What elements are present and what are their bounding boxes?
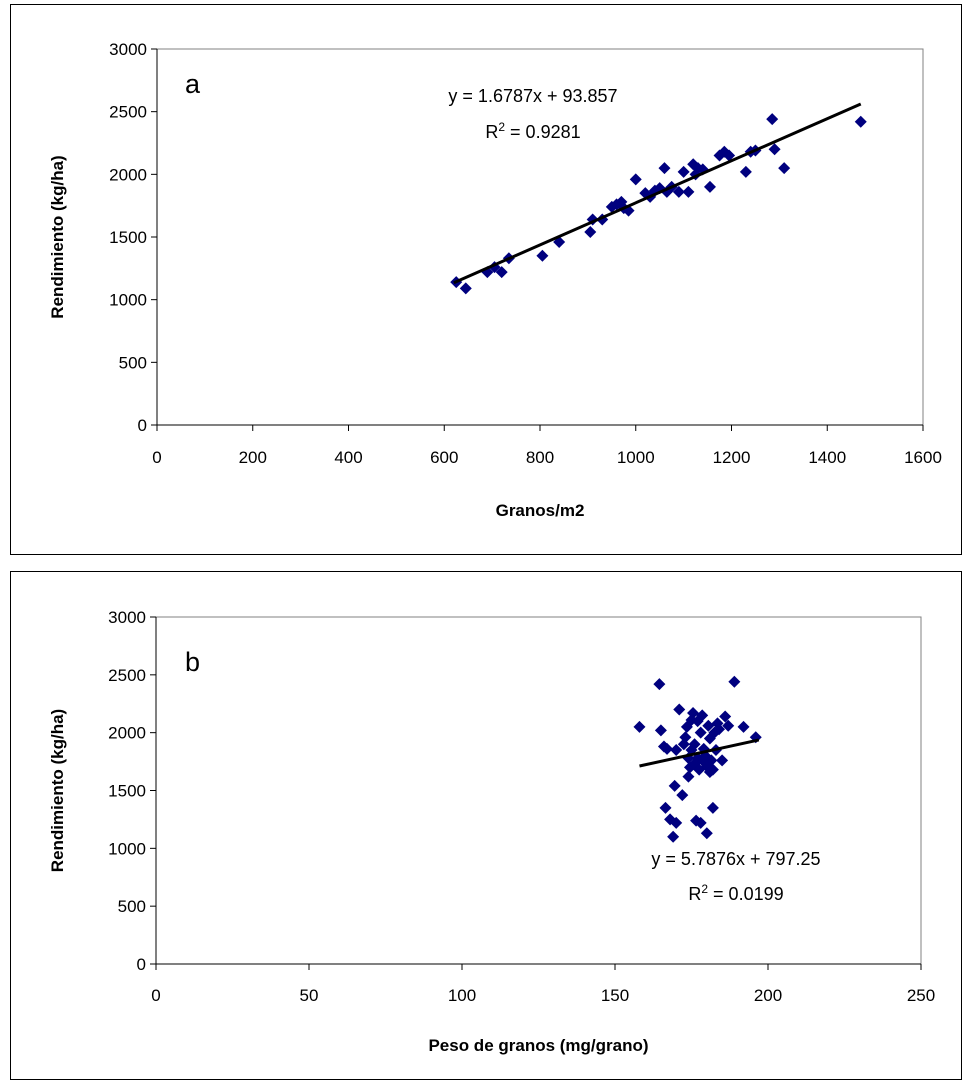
trendline-equation: y = 5.7876x + 797.25 [651, 849, 820, 869]
y-tick-label: 1500 [108, 782, 146, 801]
data-point [670, 816, 683, 829]
scatter-chart-b: 0 500 1000 1500 2000 2500 3000 0 50 100 150 200 250 P… [48, 608, 935, 1055]
y-tick-label: 3000 [109, 40, 147, 59]
data-point [658, 162, 671, 175]
x-axis-title: Peso de granos (mg/grano) [428, 1036, 648, 1055]
y-tick-label: 0 [138, 416, 147, 435]
data-point [633, 720, 646, 733]
data-point [536, 249, 549, 262]
data-point [682, 185, 695, 198]
x-tick-label: 200 [239, 448, 267, 467]
data-point [703, 180, 716, 193]
trendline-equation: y = 1.6787x + 93.857 [448, 86, 617, 106]
data-point [629, 173, 642, 186]
x-tick-label: 1000 [617, 448, 655, 467]
data-point [702, 719, 715, 732]
chart-panel-b: 0 500 1000 1500 2000 2500 3000 0 50 100 150 200 250 P… [10, 571, 962, 1080]
data-point [654, 724, 667, 737]
x-tick-label: 800 [526, 448, 554, 467]
y-tick-label: 2000 [108, 724, 146, 743]
x-tick-label: 150 [601, 986, 629, 1005]
data-point [705, 754, 718, 767]
data-point [700, 827, 713, 840]
data-point [723, 149, 736, 162]
data-point [854, 115, 867, 128]
trendline [639, 738, 760, 768]
x-axis-title: Granos/m2 [496, 501, 585, 520]
data-point [667, 830, 680, 843]
data-point [688, 738, 701, 751]
y-axis-title: Rendimiento (kg/ha) [48, 709, 67, 872]
data-point [653, 678, 666, 691]
scatter-chart-a: 0 500 1000 1500 2000 2500 3000 0 200 400 600 800 100… [48, 40, 942, 520]
x-tick-label: 50 [300, 986, 319, 1005]
data-point [706, 763, 719, 776]
x-tick-label: 0 [152, 448, 161, 467]
data-point [673, 703, 686, 716]
x-tick-label: 100 [448, 986, 476, 1005]
y-tick-label: 2000 [109, 165, 147, 184]
data-point [719, 710, 732, 723]
x-tick-label: 600 [430, 448, 458, 467]
data-point [713, 723, 726, 736]
y-tick-label: 0 [137, 955, 146, 974]
data-point [668, 779, 681, 792]
data-point [739, 165, 752, 178]
data-point [670, 744, 683, 757]
r-squared-label: R2 = 0.9281 [485, 120, 580, 142]
data-point [672, 185, 685, 198]
data-point [728, 675, 741, 688]
y-tick-label: 500 [119, 353, 147, 372]
data-point [659, 801, 672, 814]
x-tick-label: 250 [907, 986, 935, 1005]
data-point [682, 770, 695, 783]
x-tick-label: 1600 [904, 448, 942, 467]
data-point [737, 720, 750, 733]
r-squared-label: R2 = 0.0199 [688, 882, 783, 904]
y-tick-label: 2500 [109, 103, 147, 122]
y-tick-label: 3000 [108, 608, 146, 627]
data-point [690, 814, 703, 827]
y-tick-label: 1000 [109, 291, 147, 310]
data-point [722, 719, 735, 732]
data-point [694, 816, 707, 829]
data-point [768, 143, 781, 156]
data-point [661, 742, 674, 755]
y-tick-label: 2500 [108, 666, 146, 685]
data-point [664, 813, 677, 826]
data-point [680, 720, 693, 733]
x-tick-label: 1200 [713, 448, 751, 467]
data-point [778, 162, 791, 175]
data-point [696, 709, 709, 722]
y-axis-title: Rendimiento (kg/ha) [48, 155, 67, 318]
data-point [677, 165, 690, 178]
data-point [679, 731, 692, 744]
y-tick-label: 1000 [108, 839, 146, 858]
x-tick-label: 1400 [808, 448, 846, 467]
data-point [584, 225, 597, 238]
data-point [716, 754, 729, 767]
chart-panel-a: 0 500 1000 1500 2000 2500 3000 0 200 400 600 800 100… [10, 4, 962, 555]
x-tick-label: 0 [151, 986, 160, 1005]
x-tick-label: 200 [754, 986, 782, 1005]
y-tick-label: 500 [118, 897, 146, 916]
data-point [691, 715, 704, 728]
plot-area [155, 616, 922, 965]
data-point [459, 282, 472, 295]
data-point [766, 113, 779, 126]
data-point [495, 266, 508, 279]
panel-label: a [185, 69, 201, 99]
x-tick-label: 400 [334, 448, 362, 467]
data-point [676, 789, 689, 802]
trendline [453, 102, 862, 285]
data-point [687, 707, 700, 720]
panel-label: b [185, 647, 200, 677]
y-tick-label: 1500 [109, 228, 147, 247]
data-point [694, 726, 707, 739]
data-point [706, 801, 719, 814]
